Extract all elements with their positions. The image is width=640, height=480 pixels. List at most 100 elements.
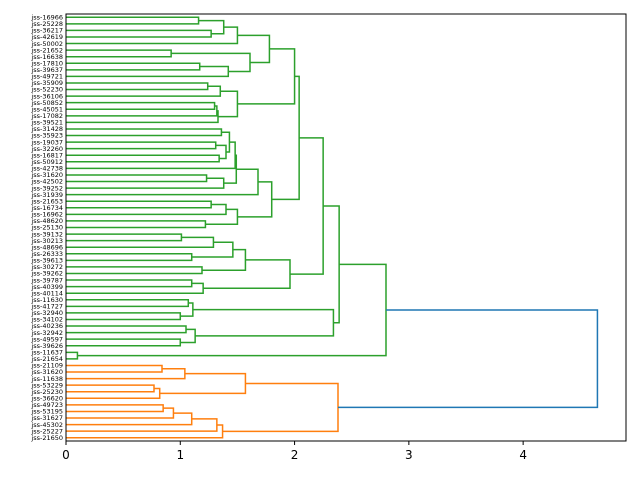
dendrogram-link — [171, 52, 251, 73]
leaf-label: jss-25230 — [30, 388, 63, 396]
x-tick-label: 4 — [519, 448, 527, 462]
dendrogram-link — [180, 328, 196, 344]
leaf-label: jss-19037 — [30, 138, 63, 146]
leaf-label: jss-36217 — [30, 27, 63, 35]
leaf-label: jss-26333 — [30, 250, 63, 258]
dendrogram-link — [290, 137, 324, 275]
x-tick-label: 1 — [176, 448, 184, 462]
leaf-label: jss-32940 — [30, 309, 63, 317]
leaf-label: jss-39521 — [30, 119, 63, 127]
leaf-label: jss-39626 — [30, 342, 63, 350]
dendrogram-link — [66, 338, 182, 347]
leaf-label: jss-40399 — [30, 283, 63, 291]
dendrogram-link — [66, 407, 175, 419]
leaf-label: jss-21652 — [30, 46, 63, 54]
dendrogram-link — [323, 205, 340, 324]
dendrogram-link — [338, 309, 599, 409]
leaf-label: jss-49723 — [30, 401, 63, 409]
dendrogram-link — [66, 128, 223, 137]
dendrogram-link — [66, 253, 193, 262]
dendrogram-link — [237, 48, 296, 105]
dendrogram-link — [66, 236, 215, 248]
dendrogram-link — [66, 203, 227, 216]
leaf-label: jss-21109 — [30, 362, 63, 370]
dendrogram-link — [66, 49, 172, 58]
leaf-label: jss-35909 — [30, 79, 63, 87]
dendrogram-link — [237, 181, 273, 218]
leaf-label: jss-40236 — [30, 322, 63, 330]
dendrogram-link — [66, 110, 219, 124]
leaf-label: jss-36106 — [30, 92, 63, 100]
leaf-label: jss-25228 — [30, 20, 63, 28]
leaf-label: jss-36620 — [30, 395, 63, 403]
leaf-label: jss-40114 — [30, 289, 63, 297]
x-tick-label: 3 — [405, 448, 413, 462]
leaf-label: jss-21654 — [30, 355, 63, 363]
leaf-label: jss-39262 — [30, 270, 63, 278]
dendrogram-link — [192, 308, 335, 337]
dendrogram-link — [66, 364, 163, 373]
leaf-label: jss-16817 — [30, 151, 63, 159]
dendrogram-link — [66, 387, 161, 400]
leaf-label: jss-39637 — [30, 66, 63, 74]
leaf-label: jss-32942 — [30, 329, 63, 337]
dendrogram-link — [66, 16, 200, 25]
dendrogram-link — [66, 85, 222, 97]
leaf-label: jss-21650 — [30, 434, 63, 442]
dendrogram-link — [66, 266, 203, 275]
plot-frame — [65, 13, 627, 442]
leaf-label: jss-48696 — [30, 243, 63, 251]
dendrogram-link — [180, 302, 194, 317]
dendrogram-link — [198, 19, 225, 35]
dendrogram-link — [66, 404, 164, 413]
dendrogram-link — [215, 144, 227, 160]
dendrogram-link — [203, 259, 291, 290]
dendrogram-link — [66, 279, 193, 288]
dendrogram-link — [66, 174, 208, 183]
leaf-label: jss-45302 — [30, 421, 63, 429]
dendrogram-link — [66, 65, 230, 78]
dendrogram-link — [66, 367, 186, 380]
leaf-label: jss-35923 — [30, 132, 63, 140]
dendrogram-link — [202, 248, 247, 271]
dendrogram-link — [66, 312, 182, 321]
leaf-label: jss-17082 — [30, 112, 63, 120]
leaf-label: jss-34102 — [30, 316, 63, 324]
dendrogram-link — [66, 418, 218, 432]
leaf-label: jss-42619 — [30, 33, 63, 41]
dendrogram-link — [66, 29, 212, 38]
leaf-label: jss-50852 — [30, 99, 63, 107]
dendrogram-link — [66, 233, 183, 242]
leaf-label: jss-11638 — [30, 375, 63, 383]
leaf-label: jss-39252 — [30, 184, 63, 192]
dendrogram-link — [66, 101, 216, 111]
dendrogram-link — [66, 141, 217, 150]
dendrogram-link — [222, 382, 339, 433]
leaf-label: jss-11637 — [30, 349, 63, 357]
leaf-label: jss-31627 — [30, 414, 63, 422]
leaf-label: jss-52230 — [30, 86, 63, 94]
dendrogram-link — [66, 82, 209, 91]
leaf-label: jss-16638 — [30, 53, 63, 61]
leaf-label: jss-32260 — [30, 145, 63, 153]
leaf-label: jss-49597 — [30, 335, 63, 343]
leaf-label: jss-21653 — [30, 197, 63, 205]
leaf-label: jss-39613 — [30, 257, 63, 265]
dendrogram-link — [66, 154, 220, 163]
leaf-label: jss-39132 — [30, 230, 63, 238]
dendrogram-links — [66, 16, 599, 439]
leaf-label: jss-50002 — [30, 40, 63, 48]
x-tick-label: 2 — [291, 448, 299, 462]
leaf-label: jss-45051 — [30, 105, 63, 113]
leaf-label: jss-25130 — [30, 224, 63, 232]
dendrogram-link — [159, 372, 247, 395]
leaf-label: jss-31428 — [30, 125, 63, 133]
leaf-label: jss-17810 — [30, 59, 63, 67]
leaf-label: jss-25227 — [30, 427, 63, 435]
leaf-label: jss-30213 — [30, 237, 63, 245]
dendrogram-link — [66, 282, 204, 294]
leaf-label: jss-16966 — [30, 13, 63, 21]
x-tick-label: 0 — [62, 448, 70, 462]
leaf-label: jss-31620 — [30, 368, 63, 376]
leaf-label: jss-11630 — [30, 296, 63, 304]
